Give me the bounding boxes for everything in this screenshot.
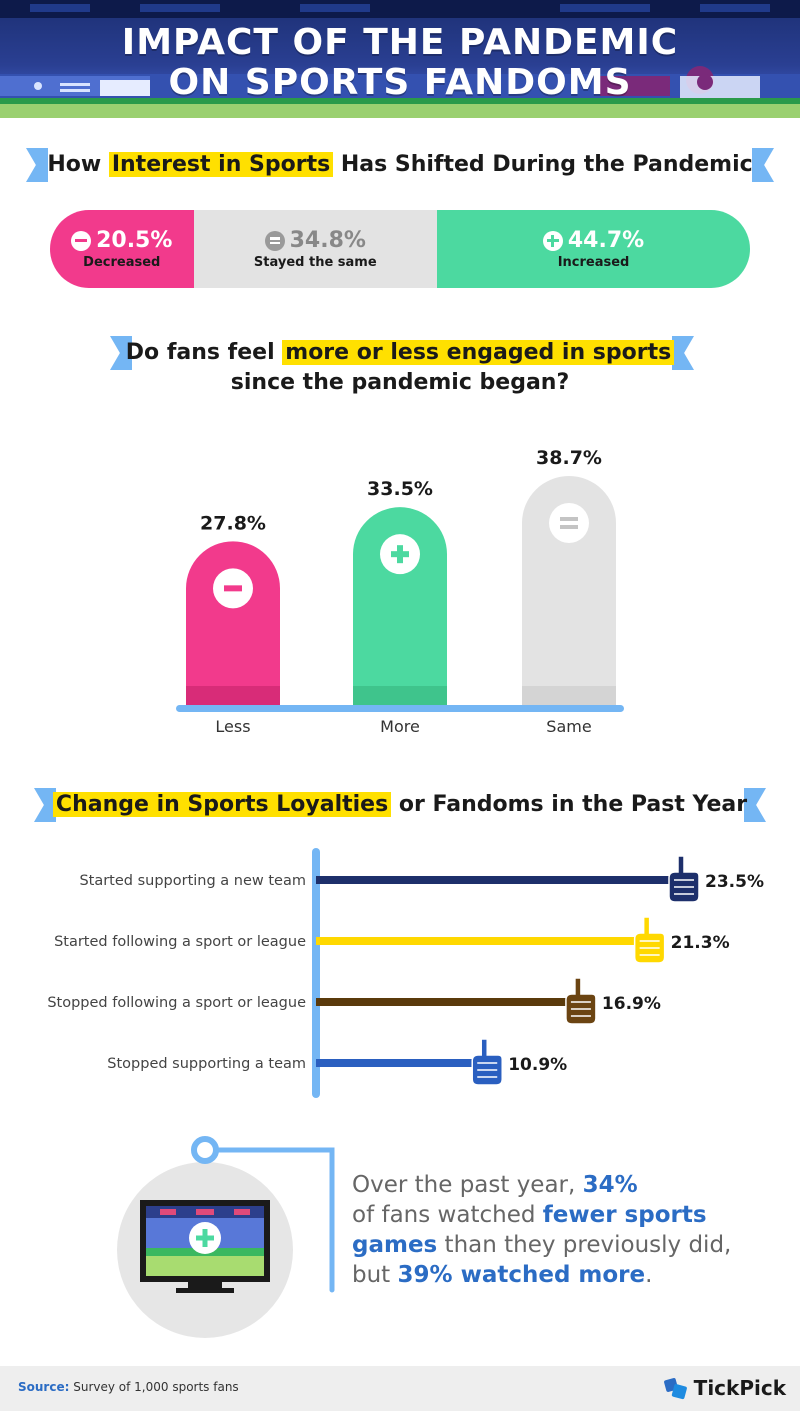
blurb-bold: 34% bbox=[582, 1172, 638, 1198]
engagement-title-pre: Do fans feel bbox=[125, 340, 283, 365]
interest-segment-stayed-the-same: 34.8% Stayed the same bbox=[193, 210, 438, 288]
right-ribbon-decoration bbox=[744, 788, 766, 822]
foam-finger-icon bbox=[668, 855, 700, 903]
engagement-category-label: Less bbox=[215, 717, 250, 736]
interest-category-label: Increased bbox=[557, 255, 630, 270]
interest-value-label: 20.5% bbox=[71, 228, 172, 253]
right-ribbon-decoration bbox=[752, 148, 774, 182]
loyalty-category-label: Stopped supporting a team bbox=[107, 1056, 306, 1072]
engagement-title-line2: since the pandemic began? bbox=[230, 370, 570, 395]
blurb-text: . bbox=[645, 1262, 653, 1288]
brand-logo[interactable]: TickPick bbox=[663, 1376, 786, 1400]
blurb-text: than they previously did, but bbox=[352, 1232, 732, 1288]
blurb-text: of fans watched bbox=[352, 1202, 543, 1228]
foam-finger-icon bbox=[471, 1038, 503, 1086]
engagement-bar-chart: 27.8% Less 33.5% More 38.7% Same bbox=[176, 447, 624, 736]
engagement-section-title: Do fans feel more or less engaged in spo… bbox=[0, 338, 800, 398]
blurb-text: Over the past year, bbox=[352, 1172, 583, 1198]
engagement-category-label: Same bbox=[546, 717, 591, 736]
engagement-bar-more bbox=[353, 507, 447, 708]
foam-finger-icon bbox=[633, 916, 666, 964]
left-ribbon-decoration bbox=[26, 148, 48, 182]
interest-stacked-bar: 20.5% Decreased 34.8% Stayed the same 44.7% I… bbox=[50, 210, 750, 288]
minus-icon bbox=[71, 230, 92, 251]
interest-title-pre: How bbox=[47, 152, 109, 177]
source-note: Source: Survey of 1,000 sports fans bbox=[18, 1380, 239, 1394]
interest-segment-increased: 44.7% Increased bbox=[437, 210, 750, 288]
loyalty-value-label: 10.9% bbox=[508, 1055, 567, 1075]
engagement-value-label: 33.5% bbox=[367, 478, 433, 500]
tv-watching-blurb: Over the past year, 34% of fans watched … bbox=[352, 1170, 752, 1290]
loyalty-category-label: Started supporting a new team bbox=[79, 873, 306, 889]
left-ribbon-decoration bbox=[34, 788, 56, 822]
equals-icon bbox=[264, 230, 285, 251]
loyalty-title-highlight: Change in Sports Loyalties bbox=[52, 792, 392, 817]
tv-stand bbox=[176, 1288, 234, 1293]
engagement-value-label: 27.8% bbox=[200, 512, 266, 534]
equals-icon bbox=[549, 503, 589, 543]
right-ribbon-decoration bbox=[672, 336, 694, 370]
blurb-bold: fewer sports games bbox=[352, 1202, 707, 1258]
engagement-category-label: More bbox=[380, 717, 420, 736]
engagement-bar-less bbox=[185, 541, 280, 708]
interest-value-label: 44.7% bbox=[542, 228, 644, 253]
loyalty-bar bbox=[316, 1059, 487, 1067]
loyalty-bar bbox=[316, 876, 683, 884]
plus-icon bbox=[380, 534, 420, 575]
connector-dot-icon bbox=[191, 1136, 219, 1164]
loyalty-title-post: or Fandoms in the Past Year bbox=[391, 792, 748, 817]
engagement-value-label: 38.7% bbox=[536, 447, 602, 469]
page-title-line1: IMPACT OF THE PANDEMIC bbox=[121, 22, 679, 63]
tickpick-logo-icon bbox=[663, 1378, 687, 1400]
loyalty-value-label: 16.9% bbox=[602, 994, 661, 1014]
connector-line bbox=[213, 1147, 335, 1293]
interest-section-title: How Interest in Sports Has Shifted Durin… bbox=[0, 152, 800, 177]
loyalty-bar bbox=[316, 998, 580, 1006]
engagement-baseline bbox=[176, 705, 624, 712]
loyalty-value-label: 21.3% bbox=[671, 933, 730, 953]
loyalty-value-label: 23.5% bbox=[705, 872, 764, 892]
interest-segment-decreased: 20.5% Decreased bbox=[50, 210, 194, 288]
interest-category-label: Decreased bbox=[83, 255, 161, 270]
engagement-bar-same bbox=[522, 476, 616, 708]
loyalty-bar bbox=[316, 937, 649, 945]
engagement-title-highlight: more or less engaged in sports bbox=[282, 340, 675, 365]
source-label: Source: bbox=[18, 1380, 70, 1394]
loyalty-section-title: Change in Sports Loyalties or Fandoms in… bbox=[0, 792, 800, 817]
footer: Source: Survey of 1,000 sports fans Tick… bbox=[0, 1366, 800, 1411]
interest-title-highlight: Interest in Sports bbox=[108, 152, 334, 177]
interest-category-label: Stayed the same bbox=[253, 255, 377, 270]
minus-icon bbox=[213, 568, 253, 609]
interest-value-label: 34.8% bbox=[264, 228, 366, 253]
loyalty-category-label: Started following a sport or league bbox=[54, 934, 306, 950]
loyalty-axis bbox=[312, 848, 320, 1098]
loyalty-bar-chart: Started supporting a new team 23.5% Starte… bbox=[47, 848, 764, 1098]
header-banner: IMPACT OF THE PANDEMIC ON SPORTS FANDOMS bbox=[0, 0, 800, 118]
foam-finger-icon bbox=[565, 977, 597, 1025]
brand-name: TickPick bbox=[693, 1376, 786, 1400]
source-text: Survey of 1,000 sports fans bbox=[69, 1380, 239, 1394]
page-title-line2: ON SPORTS FANDOMS bbox=[168, 62, 632, 103]
left-ribbon-decoration bbox=[110, 336, 132, 370]
loyalty-category-label: Stopped following a sport or league bbox=[47, 995, 306, 1011]
plus-icon bbox=[542, 230, 563, 251]
tv-illustration bbox=[117, 1136, 335, 1338]
interest-title-post: Has Shifted During the Pandemic bbox=[333, 152, 753, 177]
blurb-bold: 39% watched more bbox=[397, 1262, 646, 1288]
stadium-background bbox=[0, 0, 800, 118]
